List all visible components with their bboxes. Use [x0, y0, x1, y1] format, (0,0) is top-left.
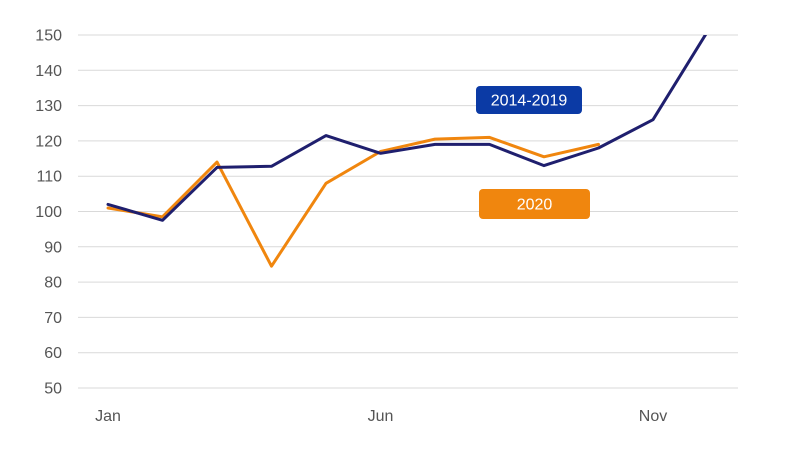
- legend-label-2014-2019: 2014-2019: [476, 86, 582, 114]
- series-line-2014-2019: [106, 35, 708, 222]
- legend-badge-2020: [479, 189, 590, 219]
- y-tick-label-80: 80: [44, 275, 62, 292]
- x-tick-label-jun: Jun: [368, 408, 394, 425]
- y-tick-label-140: 140: [35, 63, 62, 80]
- y-tick-label-110: 110: [36, 169, 62, 186]
- y-tick-label-50: 50: [44, 381, 62, 398]
- x-axis-ticks: Jan Jun Nov: [95, 408, 667, 425]
- series-line-2020: [106, 135, 600, 268]
- grid: [78, 34, 738, 389]
- legend-label-2020: 2020: [479, 189, 590, 219]
- y-tick-label-70: 70: [44, 310, 62, 327]
- y-tick-label-150: 150: [35, 28, 62, 45]
- legend-text-2020: 2020: [517, 197, 553, 214]
- legend-badge-2014-2019: [476, 86, 582, 114]
- series-labels: 2014-2019 2020: [476, 86, 590, 219]
- x-tick-label-jan: Jan: [95, 408, 121, 425]
- y-tick-label-60: 60: [44, 345, 62, 362]
- x-tick-label-nov: Nov: [639, 408, 667, 425]
- legend-text-2014-2019: 2014-2019: [491, 93, 568, 110]
- y-tick-label-90: 90: [44, 239, 62, 256]
- y-tick-label-120: 120: [35, 133, 62, 150]
- y-tick-label-130: 130: [35, 98, 62, 115]
- y-tick-label-100: 100: [35, 204, 62, 221]
- y-axis-ticks: 50 60 70 80 90 100 110 120 130 140 150: [35, 28, 62, 398]
- series-lines: [106, 35, 708, 268]
